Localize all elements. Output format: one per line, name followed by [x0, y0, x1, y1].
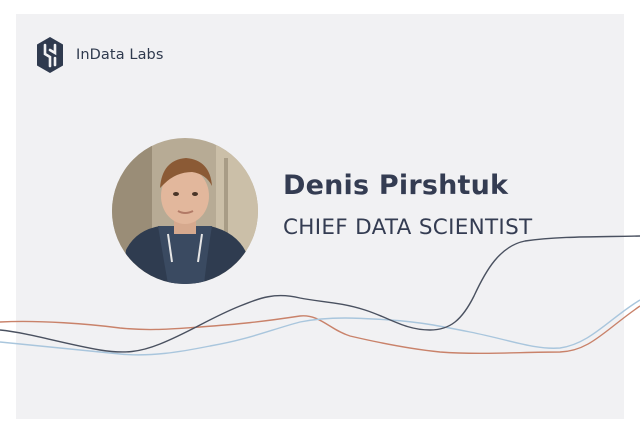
person-title: CHIEF DATA SCIENTIST [283, 215, 533, 240]
avatar [112, 138, 258, 284]
person-name: Denis Pirshtuk [283, 170, 509, 201]
brand-name: InData Labs [76, 47, 164, 63]
indata-labs-logo-icon [37, 37, 63, 73]
portrait-photo [112, 138, 258, 284]
brand: InData Labs [36, 36, 164, 74]
